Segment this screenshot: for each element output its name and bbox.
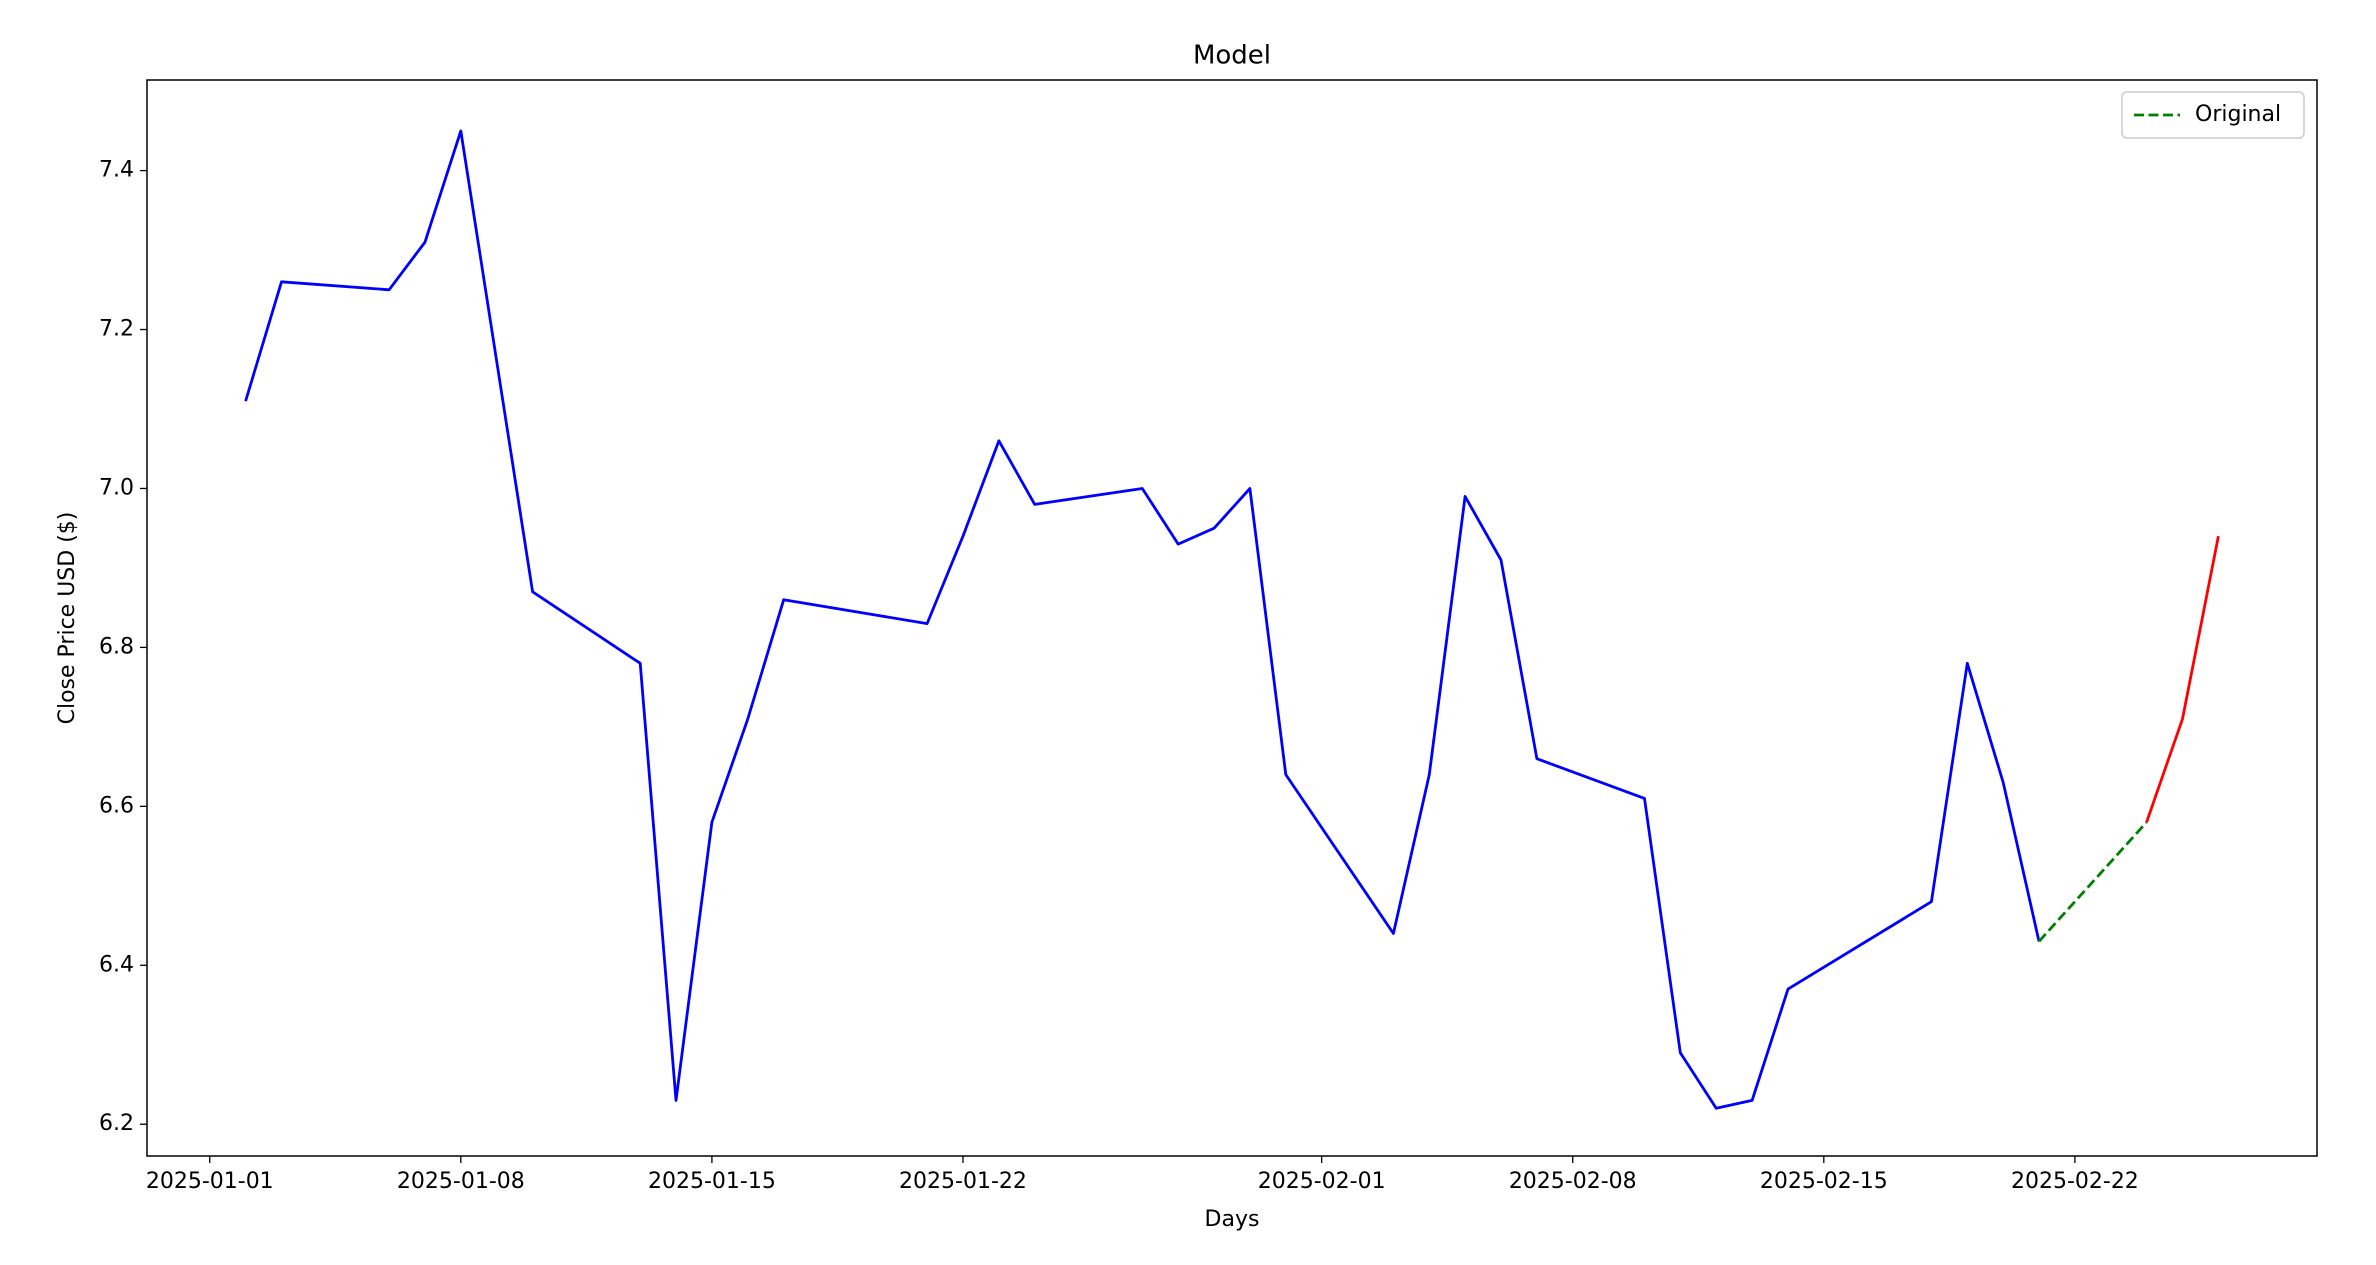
series-line xyxy=(2145,535,2220,823)
legend-label: Original xyxy=(2195,102,2281,127)
y-axis-label: Close Price USD ($) xyxy=(55,512,80,725)
y-tick-label: 6.4 xyxy=(99,952,134,977)
x-tick-label: 2025-02-01 xyxy=(1258,1169,1386,1194)
y-tick-label: 6.8 xyxy=(99,634,134,659)
x-tick-label: 2025-01-15 xyxy=(648,1169,776,1194)
legend: Original xyxy=(2121,91,2305,139)
x-tick-label: 2025-02-15 xyxy=(1760,1169,1888,1194)
chart-title: Model xyxy=(1193,41,1271,71)
series-line xyxy=(2037,821,2148,943)
x-tick-label: 2025-01-08 xyxy=(397,1169,525,1194)
plot-frame xyxy=(146,79,2318,1157)
legend-box xyxy=(2121,91,2305,139)
x-tick-label: 2025-01-22 xyxy=(899,1169,1027,1194)
x-tick-label: 2025-01-01 xyxy=(146,1169,274,1194)
y-tick-label: 7.2 xyxy=(99,317,134,342)
series-line xyxy=(244,129,2041,1110)
x-tick-label: 2025-02-08 xyxy=(1509,1169,1637,1194)
y-tick-label: 6.2 xyxy=(99,1111,134,1136)
y-tick-label: 7.0 xyxy=(99,475,134,500)
x-tick-label: 2025-02-22 xyxy=(2011,1169,2139,1194)
x-axis-label: Days xyxy=(1205,1207,1260,1232)
y-tick-label: 6.6 xyxy=(99,793,134,818)
y-tick-label: 7.4 xyxy=(99,158,134,183)
